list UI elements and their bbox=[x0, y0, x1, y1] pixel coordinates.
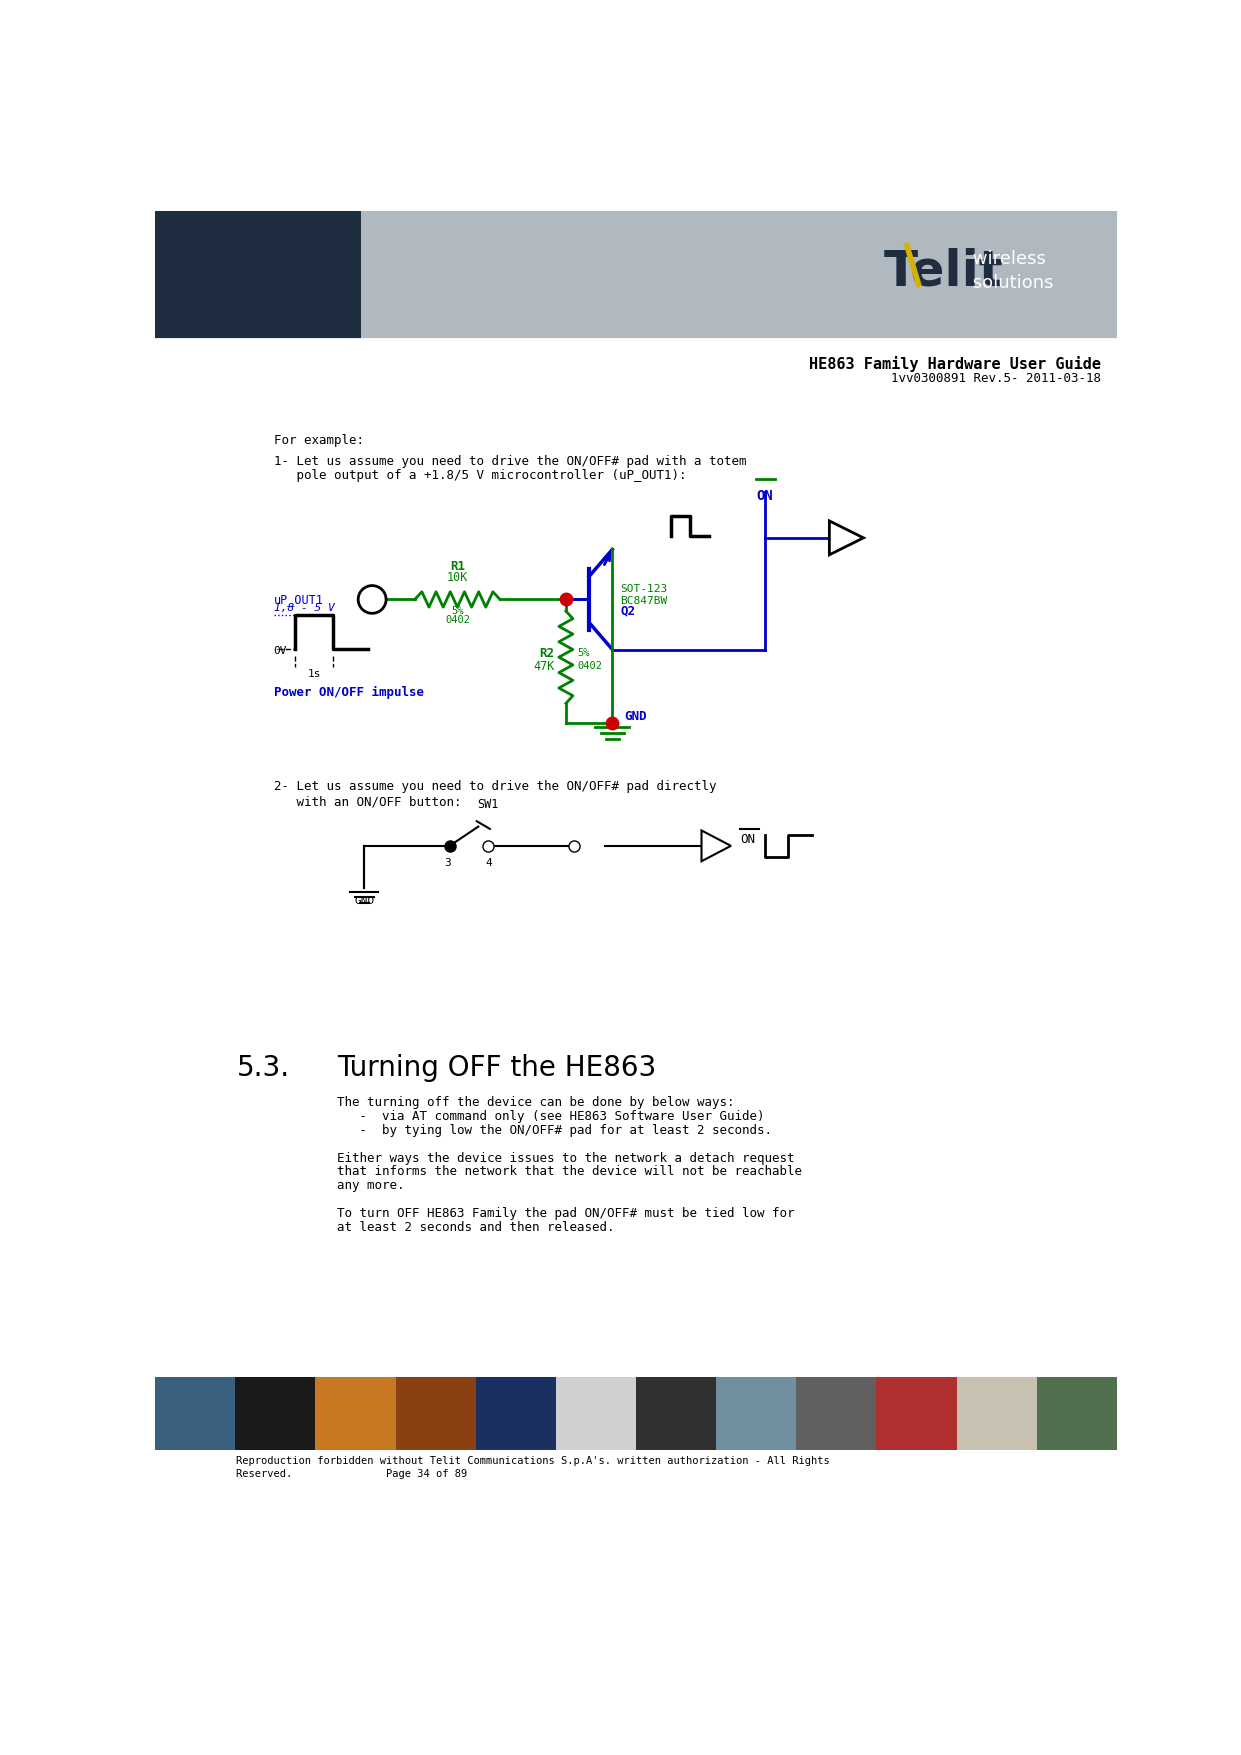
Bar bbox=[155, 211, 360, 339]
Text: -  via AT command only (see HE863 Software User Guide): - via AT command only (see HE863 Softwar… bbox=[338, 1109, 764, 1123]
Text: 4: 4 bbox=[485, 858, 491, 869]
Text: 1s: 1s bbox=[308, 669, 320, 679]
Bar bbox=[155, 1378, 236, 1450]
Bar bbox=[716, 1378, 797, 1450]
Text: -  by tying low the ON/OFF# pad for at least 2 seconds.: - by tying low the ON/OFF# pad for at le… bbox=[338, 1123, 772, 1137]
Bar bbox=[315, 1378, 396, 1450]
Text: ON: ON bbox=[757, 488, 773, 502]
Text: SW1: SW1 bbox=[478, 799, 499, 811]
Text: Either ways the device issues to the network a detach request: Either ways the device issues to the net… bbox=[338, 1151, 794, 1165]
Text: 0402: 0402 bbox=[444, 614, 470, 625]
Bar bbox=[1036, 1378, 1118, 1450]
Text: 5.3.: 5.3. bbox=[237, 1053, 289, 1081]
Text: that informs the network that the device will not be reachable: that informs the network that the device… bbox=[338, 1165, 802, 1178]
Text: BC847BW: BC847BW bbox=[620, 595, 668, 605]
Text: R2: R2 bbox=[540, 648, 555, 660]
Text: 1- Let us assume you need to drive the ON/OFF# pad with a totem: 1- Let us assume you need to drive the O… bbox=[274, 456, 746, 469]
Text: 1vv0300891 Rev.5- 2011-03-18: 1vv0300891 Rev.5- 2011-03-18 bbox=[891, 372, 1101, 384]
Text: at least 2 seconds and then released.: at least 2 seconds and then released. bbox=[338, 1221, 614, 1234]
Text: R1: R1 bbox=[450, 560, 465, 572]
Text: 0V: 0V bbox=[274, 646, 287, 656]
Text: 1,8 - 5 V: 1,8 - 5 V bbox=[274, 604, 335, 612]
Polygon shape bbox=[829, 521, 864, 555]
Text: Reproduction forbidden without Telit Communications S.p.A's. written authorizati: Reproduction forbidden without Telit Com… bbox=[237, 1457, 830, 1467]
Text: ON: ON bbox=[740, 834, 756, 846]
Text: pole output of a +1.8/5 V microcontroller (uP_OUT1):: pole output of a +1.8/5 V microcontrolle… bbox=[274, 469, 686, 483]
Text: HE863 Family Hardware User Guide: HE863 Family Hardware User Guide bbox=[809, 356, 1101, 372]
Text: Reserved.               Page 34 of 89: Reserved. Page 34 of 89 bbox=[237, 1469, 468, 1479]
Text: Telit: Telit bbox=[884, 247, 1004, 295]
Bar bbox=[236, 1378, 316, 1450]
Text: any more.: any more. bbox=[338, 1179, 405, 1192]
Text: For example:: For example: bbox=[274, 433, 364, 448]
Text: 5%: 5% bbox=[452, 605, 464, 616]
Text: 10K: 10K bbox=[447, 570, 468, 584]
Bar bbox=[637, 1378, 717, 1450]
Text: 5%: 5% bbox=[577, 648, 589, 658]
Polygon shape bbox=[701, 830, 731, 862]
Text: Power ON/OFF impulse: Power ON/OFF impulse bbox=[274, 686, 423, 698]
Text: GND: GND bbox=[624, 711, 647, 723]
Text: GND: GND bbox=[354, 895, 375, 906]
Bar bbox=[475, 1378, 557, 1450]
Text: SOT-123: SOT-123 bbox=[620, 584, 668, 593]
Text: To turn OFF HE863 Family the pad ON/OFF# must be tied low for: To turn OFF HE863 Family the pad ON/OFF#… bbox=[338, 1207, 794, 1220]
Bar bbox=[396, 1378, 477, 1450]
Text: with an ON/OFF button:: with an ON/OFF button: bbox=[274, 795, 462, 809]
Bar bbox=[957, 1378, 1037, 1450]
Text: 3: 3 bbox=[444, 858, 452, 869]
Bar bbox=[876, 1378, 957, 1450]
Bar bbox=[360, 211, 1117, 339]
Text: wireless
 solutions: wireless solutions bbox=[967, 251, 1054, 291]
Text: Turning OFF the HE863: Turning OFF the HE863 bbox=[338, 1053, 656, 1081]
Text: The turning off the device can be done by below ways:: The turning off the device can be done b… bbox=[338, 1097, 735, 1109]
Bar bbox=[556, 1378, 637, 1450]
Text: 47K: 47K bbox=[532, 660, 555, 672]
Text: Q2: Q2 bbox=[620, 604, 635, 618]
Text: 2- Let us assume you need to drive the ON/OFF# pad directly: 2- Let us assume you need to drive the O… bbox=[274, 781, 716, 793]
Text: uP_OUT1: uP_OUT1 bbox=[274, 593, 324, 605]
Text: 0402: 0402 bbox=[577, 662, 602, 672]
Bar bbox=[797, 1378, 877, 1450]
